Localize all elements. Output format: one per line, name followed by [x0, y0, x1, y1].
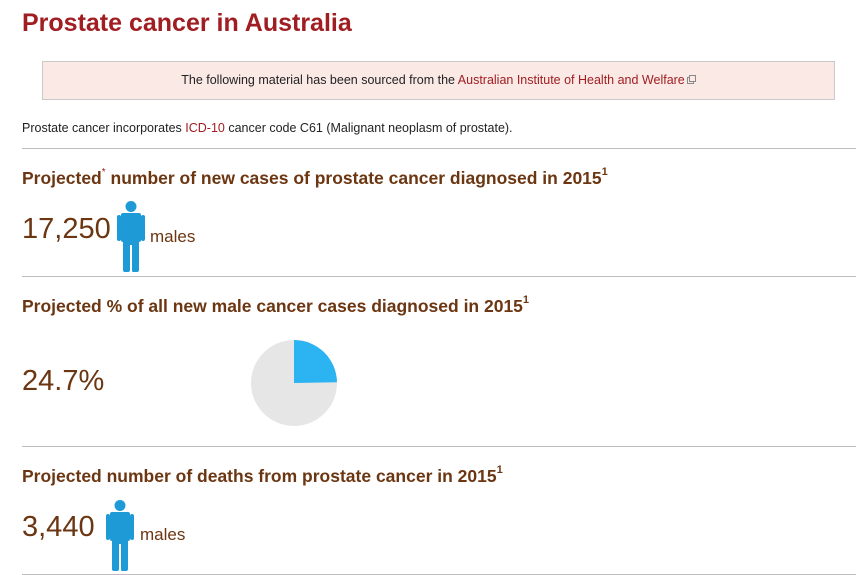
new-cases-heading-start: Projected: [22, 168, 102, 188]
footnote-marker: 1: [522, 294, 530, 307]
new-cases-heading: Projected* number of new cases of prosta…: [22, 166, 608, 189]
new-cases-heading-end: number of new cases of prostate cancer d…: [105, 168, 602, 188]
projection-asterisk: *: [101, 167, 106, 179]
aihw-source-link[interactable]: Australian Institute of Health and Welfa…: [458, 73, 696, 87]
deaths-heading: Projected number of deaths from prostate…: [22, 464, 503, 487]
deaths-heading-text: Projected number of deaths from prostate…: [22, 466, 497, 486]
icd10-link[interactable]: ICD-10: [185, 121, 225, 135]
aihw-link-label: Australian Institute of Health and Welfa…: [457, 73, 685, 87]
source-notice: The following material has been sourced …: [42, 61, 835, 100]
deaths-unit: males: [140, 525, 186, 544]
percent-cases-value: 24.7%: [22, 365, 105, 397]
footnote-marker: 1: [601, 166, 608, 179]
external-link-icon: [686, 62, 696, 84]
section-divider: [22, 148, 856, 149]
male-person-icon: [106, 500, 134, 571]
source-notice-text: The following material has been sourced …: [181, 73, 458, 87]
new-cases-value: 17,250: [22, 213, 111, 245]
intro-text: Prostate cancer incorporates ICD-10 canc…: [22, 121, 513, 135]
male-person-icon: [117, 201, 145, 272]
new-cases-unit: males: [150, 227, 196, 246]
pie-highlight-slice: [294, 340, 337, 383]
percent-cases-heading-text: Projected % of all new male cancer cases…: [22, 296, 523, 316]
intro-text-before: Prostate cancer incorporates: [22, 121, 186, 135]
footnote-marker: 1: [496, 464, 503, 477]
percent-pie-chart: [251, 340, 337, 426]
section-divider: [22, 276, 856, 277]
section-divider: [22, 446, 856, 447]
percent-cases-heading: Projected % of all new male cancer cases…: [22, 294, 530, 317]
page-title: Prostate cancer in Australia: [22, 9, 352, 37]
deaths-value: 3,440: [22, 511, 95, 543]
intro-text-after: cancer code C61 (Malignant neoplasm of p…: [224, 121, 513, 135]
